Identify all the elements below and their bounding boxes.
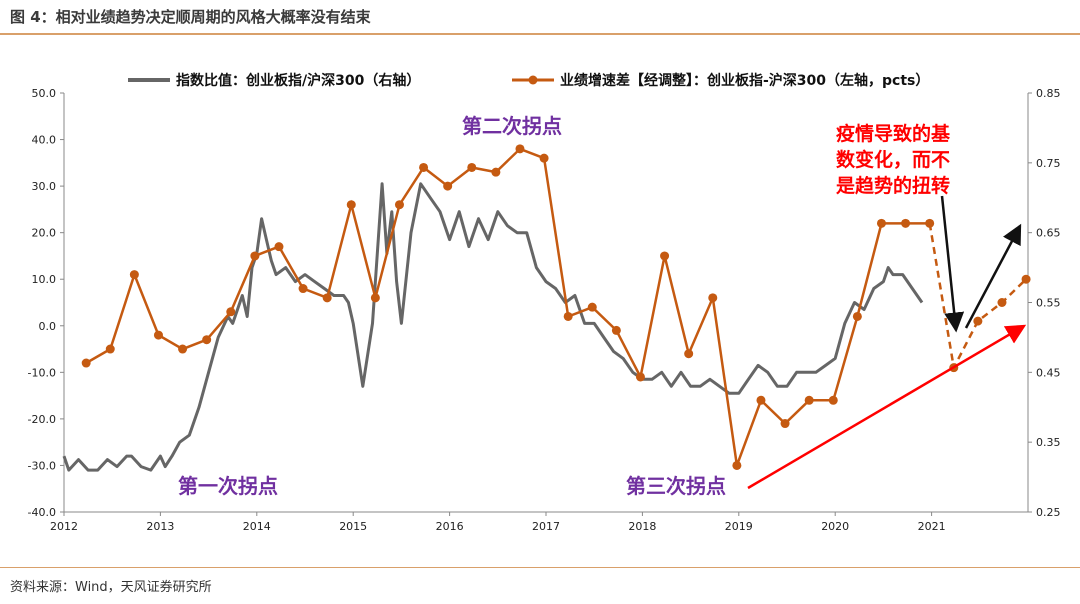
growth-point	[925, 218, 935, 228]
growth-point	[274, 242, 284, 252]
growth-point	[178, 344, 188, 354]
left-tick-label: 10.0	[32, 273, 57, 286]
series-layer	[62, 144, 1031, 472]
growth-point	[828, 395, 838, 405]
growth-point	[346, 200, 356, 210]
x-tick-label: 2019	[725, 520, 753, 533]
left-tick-label: -30.0	[28, 459, 56, 472]
growth-point	[563, 311, 573, 321]
growth-point	[756, 395, 766, 405]
line-chart: 指数比值：创业板指/沪深300（右轴） 业绩增速差【经调整】：创业板指-沪深30…	[28, 72, 1061, 533]
left-tick-label: 20.0	[32, 227, 57, 240]
x-tick-label: 2014	[243, 520, 271, 533]
title-divider	[0, 33, 1080, 35]
growth-point	[611, 325, 621, 335]
series-line-ratio	[62, 182, 924, 472]
legend: 指数比值：创业板指/沪深300（右轴） 业绩增速差【经调整】：创业板指-沪深30…	[128, 72, 929, 89]
legend-marker-growth	[528, 75, 538, 85]
x-tick-label: 2018	[628, 520, 656, 533]
x-tick-label: 2013	[146, 520, 174, 533]
annotation-covid-note-line-2: 数变化，而不	[836, 148, 950, 171]
growth-point	[202, 335, 212, 345]
annotation-third-turning-point: 第三次拐点	[626, 474, 726, 498]
trend-arrow-red	[747, 324, 1027, 490]
forecast-point	[973, 316, 983, 326]
growth-point	[901, 218, 911, 228]
growth-point	[539, 153, 549, 163]
growth-point	[250, 251, 260, 261]
annotation-second-turning-point: 第二次拐点	[462, 114, 562, 138]
series-line-forecast	[928, 223, 1027, 372]
legend-label-ratio: 指数比值：创业板指/沪深300（右轴）	[176, 72, 420, 89]
growth-point	[732, 460, 742, 470]
growth-point	[635, 372, 645, 382]
right-tick-label: 0.35	[1036, 436, 1061, 449]
right-axis-ticks: 0.85 0.75 0.65 0.55 0.45 0.35 0.25	[1028, 87, 1061, 519]
left-tick-label: -40.0	[28, 506, 56, 519]
growth-point	[515, 144, 525, 154]
up-arrow-black	[964, 223, 1022, 329]
forecast-point	[997, 298, 1007, 307]
growth-point	[467, 162, 477, 172]
growth-point	[660, 251, 670, 261]
growth-point	[708, 293, 718, 303]
growth-point	[684, 349, 694, 359]
legend-label-growth: 业绩增速差【经调整】：创业板指-沪深300（左轴，pcts）	[560, 72, 929, 89]
growth-point	[443, 181, 453, 191]
growth-point	[491, 167, 501, 177]
forecast-point	[1021, 274, 1031, 284]
right-tick-label: 0.75	[1036, 157, 1061, 170]
x-tick-label: 2012	[50, 520, 78, 533]
growth-point	[322, 293, 332, 303]
chart-caption: 图 4：相对业绩趋势决定顺周期的风格大概率没有结束	[10, 8, 371, 26]
annotation-first-turning-point: 第一次拐点	[178, 474, 278, 498]
growth-point	[804, 395, 814, 405]
x-tick-label: 2021	[918, 520, 946, 533]
right-tick-label: 0.55	[1036, 297, 1061, 310]
growth-point	[298, 284, 308, 294]
growth-point	[780, 419, 790, 429]
left-axis-ticks: 50.0 40.0 30.0 20.0 10.0 0.0 -10.0 -20.0 -30.0 -4…	[28, 87, 64, 519]
growth-point	[394, 200, 404, 210]
source-note: 资料来源：Wind，天风证券研究所	[10, 580, 212, 595]
x-tick-label: 2015	[339, 520, 367, 533]
right-tick-label: 0.65	[1036, 227, 1061, 240]
growth-point	[226, 307, 236, 317]
annotation-covid-note-line-1: 疫情导致的基	[836, 122, 951, 145]
growth-point	[81, 358, 91, 368]
growth-point	[105, 344, 115, 354]
left-tick-label: 30.0	[32, 180, 57, 193]
right-tick-label: 0.45	[1036, 366, 1061, 379]
left-tick-label: -10.0	[28, 366, 56, 379]
growth-point	[852, 311, 862, 321]
growth-point	[876, 218, 886, 228]
x-tick-label: 2017	[532, 520, 560, 533]
right-tick-label: 0.25	[1036, 506, 1061, 519]
right-tick-label: 0.85	[1036, 87, 1061, 100]
growth-point	[419, 162, 429, 172]
growth-point	[370, 293, 380, 303]
left-tick-label: 40.0	[32, 134, 57, 147]
growth-point	[153, 330, 163, 340]
growth-point	[129, 270, 139, 280]
down-arrow-black	[940, 195, 965, 333]
series-line-growth	[85, 147, 930, 466]
footer-divider	[0, 567, 1080, 568]
x-axis-ticks: 2012 2013 2014 2015 2016 2017 2018 2019 2020 2021	[50, 512, 946, 533]
left-tick-label: -20.0	[28, 413, 56, 426]
left-tick-label: 50.0	[32, 87, 57, 100]
growth-point	[587, 302, 597, 312]
x-tick-label: 2016	[436, 520, 464, 533]
x-tick-label: 2020	[821, 520, 849, 533]
left-tick-label: 0.0	[39, 320, 57, 333]
annotation-covid-note-line-3: 是趋势的扭转	[836, 174, 950, 197]
